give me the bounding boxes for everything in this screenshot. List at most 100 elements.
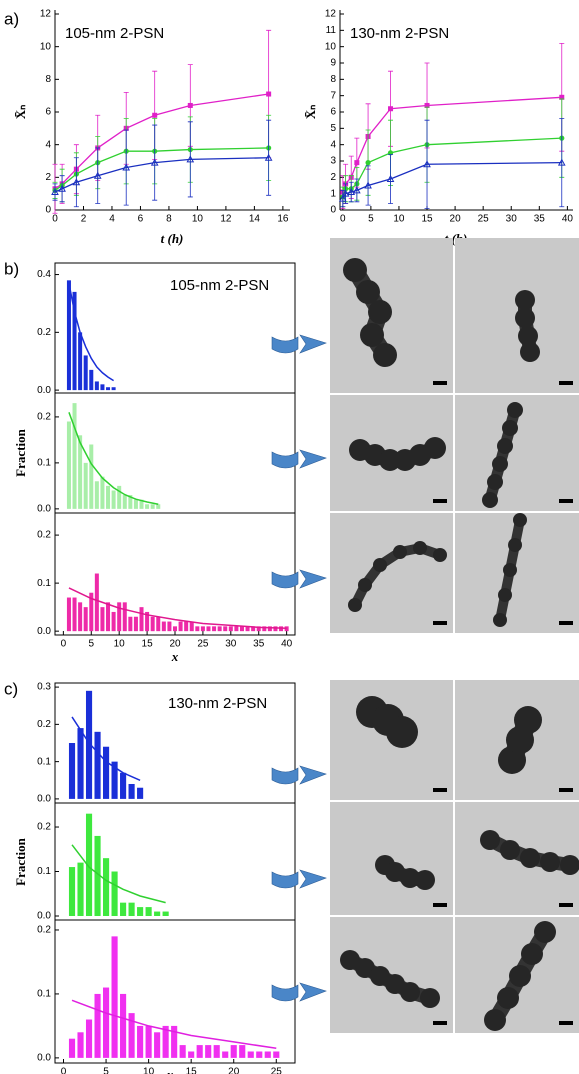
y-tick-label: 0.1 [37,866,51,877]
arrow [271,869,327,889]
bar [145,1025,152,1058]
particle [513,513,527,527]
bar [83,355,88,391]
y-tick-label: 1 [330,188,336,199]
error-bar [52,183,58,201]
bar [72,291,77,391]
bar [68,867,76,916]
particle [413,541,427,555]
y-tick-label: 0.1 [37,458,51,469]
particle [343,258,367,282]
bar [85,690,93,799]
particle [482,492,498,508]
particle [356,280,380,304]
bar [212,626,217,632]
marker [264,153,273,161]
series-line [342,96,562,193]
y-tick-label: 0.0 [37,385,51,396]
bar [128,783,135,799]
x-tick-label: 6 [138,214,144,225]
bar [122,495,127,509]
y-tick-label: 0.0 [37,911,51,922]
bar [117,485,122,509]
y-tick-label: 6 [45,107,51,118]
marker [93,171,102,179]
bar [94,835,101,916]
particle [370,966,390,986]
x-tick-label: 10 [393,214,405,225]
particle [480,830,500,850]
marker [559,94,565,100]
y-tick-label: 0.0 [37,504,51,515]
bar [161,621,166,632]
bar [66,421,71,509]
bar [85,1019,93,1058]
bar [273,626,278,632]
scale-bar [559,381,573,385]
bar [262,626,267,632]
marker [354,160,360,166]
particle [518,326,538,346]
scale-bar [559,499,573,503]
bar [145,611,150,632]
bar [78,332,83,391]
particle [393,545,407,559]
series-line [54,147,269,191]
x-tick-label: 20 [169,639,181,650]
bar [230,1045,237,1058]
arrow [271,449,327,469]
marker [266,91,272,97]
bar [247,1051,254,1058]
particle [420,988,440,1008]
bar [77,1032,84,1058]
bar [145,907,152,916]
particle [433,548,447,562]
bar [217,626,222,632]
bar [78,602,83,632]
bar [196,1045,203,1058]
fit-curve [71,999,277,1050]
y-tick-label: 6 [330,107,336,118]
panel-label: c) [4,679,18,698]
x-tick-label: 12 [220,214,232,225]
arrow [271,569,327,589]
y-tick-label: 4 [330,139,336,150]
y-tick-label: 0.2 [37,822,51,833]
y-tick-label: 2 [45,172,51,183]
bar [284,626,289,632]
x-tick-label: 20 [228,1067,240,1074]
bar [120,772,127,799]
y-tick-label: 10 [40,41,52,52]
marker [365,160,371,166]
y-tick-label: 9 [330,58,336,69]
particle [492,456,508,472]
bar [128,495,133,509]
bar [94,731,101,799]
bar [206,626,211,632]
y-tick-label: 5 [330,123,336,134]
y-tick-label: 0.1 [37,756,51,767]
marker [347,187,356,196]
x-tick-label: 15 [421,214,433,225]
y-axis-label: X̄ₙ [13,105,28,120]
x-tick-label: 20 [450,214,462,225]
particle [348,598,362,612]
x-tick-label: 30 [225,639,237,650]
bar [77,862,84,916]
x-tick-label: 0 [340,214,346,225]
bar [256,1051,263,1058]
bar [89,369,94,391]
bar [178,621,183,632]
scale-bar [433,1021,447,1025]
bar [137,907,144,916]
y-tick-label: 12 [325,9,337,20]
fit-curve [68,412,159,505]
marker [557,158,566,166]
bar [111,387,116,391]
marker [51,187,59,196]
series-line [54,157,269,193]
bar [234,626,239,632]
bar [120,993,127,1058]
bar [94,481,99,509]
bar [205,1045,212,1058]
